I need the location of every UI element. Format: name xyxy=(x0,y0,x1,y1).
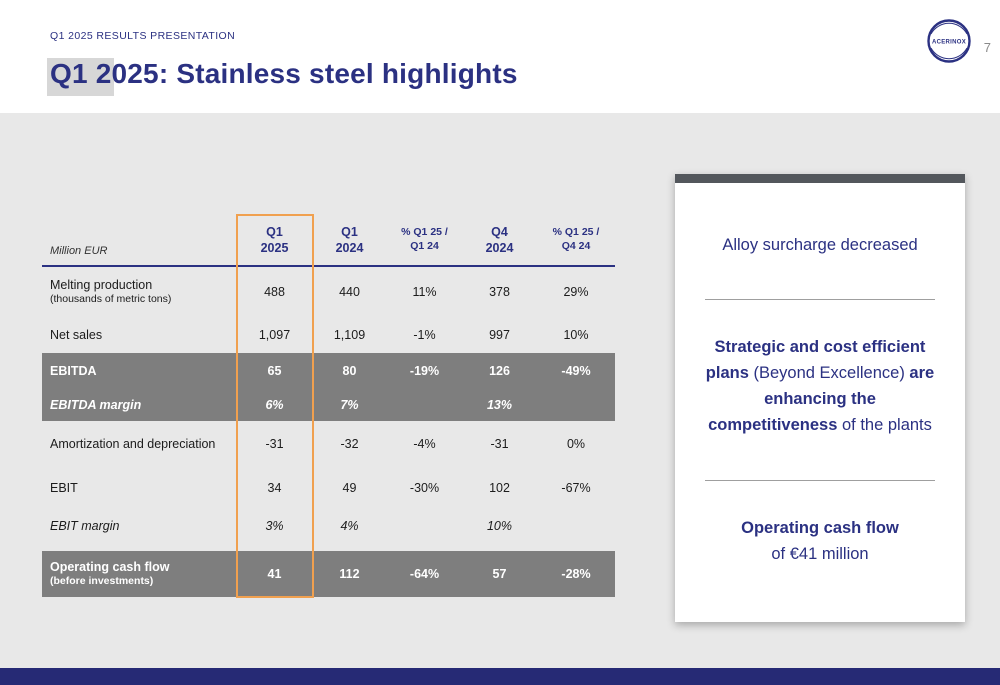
row-label: Melting production (thousands of metric t… xyxy=(42,277,237,307)
callout-card: Alloy surcharge decreased Strategic and … xyxy=(675,174,965,622)
cell-value: 10% xyxy=(486,519,513,533)
cell-value: 440 xyxy=(339,285,360,299)
cell-value: 7% xyxy=(340,398,359,412)
cell-value: 65 xyxy=(267,364,282,378)
col-header-pct-q1-25-q1-24: % Q1 25 /Q1 24 xyxy=(401,226,448,252)
row-sublabel: (thousands of metric tons) xyxy=(50,293,172,306)
logo-text: ACERINOX xyxy=(932,40,966,46)
cell-value: -67% xyxy=(561,481,591,495)
slide-footer-bar xyxy=(0,668,1000,685)
row-label: Net sales xyxy=(50,327,103,342)
cell-value: 3% xyxy=(265,519,284,533)
page-title-start: Q1 2025 xyxy=(50,58,159,89)
cell-value: 378 xyxy=(489,285,510,299)
cell-value: -32 xyxy=(340,437,359,451)
callout-alloy-surcharge: Alloy surcharge decreased xyxy=(722,236,918,254)
row-label: EBITDA margin xyxy=(50,397,142,412)
cell-value: -19% xyxy=(409,364,440,378)
col-header-q1-2025: Q1 2025 xyxy=(260,224,289,255)
cell-value: 1,097 xyxy=(258,328,291,342)
cell-value: 49 xyxy=(342,481,357,495)
cell-value: -64% xyxy=(409,567,440,581)
row-sublabel: (before investments) xyxy=(50,575,154,588)
table-header-row: Million EUR Q1 2025 Q1 2024 % Q1 25 /Q1 24… xyxy=(42,215,615,267)
cell-value: 997 xyxy=(489,328,510,342)
table-row-net-sales: Net sales 1,097 1,109 -1% 997 10% xyxy=(42,317,615,353)
title-highlight-box xyxy=(47,58,114,96)
cell-value: -28% xyxy=(561,567,591,581)
cell-value: 57 xyxy=(492,567,507,581)
col-header-q4-2024: Q4 2024 xyxy=(485,224,514,255)
table-row-ebit-margin: EBIT margin 3% 4% 10% xyxy=(42,509,615,543)
col-header-pct-q1-25-q4-24: % Q1 25 /Q4 24 xyxy=(552,226,600,252)
card-top-bar xyxy=(675,174,965,183)
cell-value: 1,109 xyxy=(333,328,366,342)
cell-value: 0% xyxy=(566,437,586,451)
cell-value: -31 xyxy=(490,437,509,451)
cell-value: -1% xyxy=(413,328,436,342)
financial-table: Million EUR Q1 2025 Q1 2024 % Q1 25 /Q1 24… xyxy=(42,215,615,597)
row-label: EBIT xyxy=(50,480,78,495)
row-label: Operating cash flow (before investments) xyxy=(42,559,237,589)
row-label: Amortization and depreciation xyxy=(50,436,216,451)
cell-value: 34 xyxy=(267,481,282,495)
row-label: EBITDA xyxy=(50,363,97,378)
cell-value: -4% xyxy=(413,437,436,451)
cell-value: 41 xyxy=(267,567,282,581)
acerinox-logo: ACERINOX xyxy=(926,18,972,64)
cell-value: 112 xyxy=(339,567,360,581)
cell-value: 6% xyxy=(265,398,284,412)
table-row-amortization: Amortization and depreciation -31 -32 -4… xyxy=(42,421,615,467)
page-title-rest: : Stainless steel highlights xyxy=(158,58,518,89)
row-spacer xyxy=(42,543,615,551)
page-number: 7 xyxy=(983,40,991,55)
card-divider xyxy=(705,480,935,481)
page-title: Q1 2025: Stainless steel highlights xyxy=(50,58,518,90)
table-row-ebitda: EBITDA 65 80 -19% 126 -49% xyxy=(42,353,615,389)
cell-value: 102 xyxy=(489,481,510,495)
callout-strategic-plans: Strategic and cost efficient plans (Beyo… xyxy=(705,338,935,434)
row-label: EBIT margin xyxy=(50,518,120,533)
cell-value: -49% xyxy=(561,364,591,378)
cell-value: -30% xyxy=(409,481,440,495)
card-divider xyxy=(705,299,935,300)
cell-value: 4% xyxy=(340,519,359,533)
slide-header: Q1 2025 RESULTS PRESENTATION Q1 2025: St… xyxy=(0,0,1000,113)
cell-value: 13% xyxy=(486,398,513,412)
table-row-ebit: EBIT 34 49 -30% 102 -67% xyxy=(42,467,615,509)
unit-label: Million EUR xyxy=(50,245,108,257)
callout-operating-cash-flow: Operating cash flow of €41 million xyxy=(741,519,899,563)
cell-value: 126 xyxy=(489,364,510,378)
cell-value: 488 xyxy=(264,285,285,299)
col-header-q1-2024: Q1 2024 xyxy=(335,224,364,255)
cell-value: 80 xyxy=(342,364,357,378)
cell-value: -31 xyxy=(265,437,284,451)
cell-value: 10% xyxy=(563,328,589,342)
cell-value: 29% xyxy=(563,285,589,299)
eyebrow-text: Q1 2025 RESULTS PRESENTATION xyxy=(50,30,236,42)
table-row-ebitda-margin: EBITDA margin 6% 7% 13% xyxy=(42,389,615,421)
table-row-operating-cash-flow: Operating cash flow (before investments) … xyxy=(42,551,615,597)
cell-value: 11% xyxy=(412,285,437,299)
table-row-melting-production: Melting production (thousands of metric t… xyxy=(42,267,615,317)
